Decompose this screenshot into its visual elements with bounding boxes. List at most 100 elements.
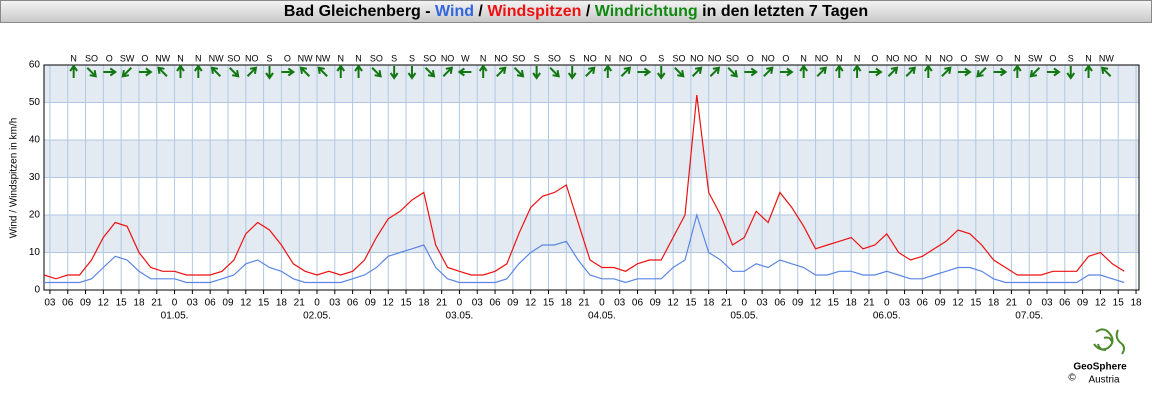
- direction-label: NO: [761, 53, 775, 63]
- arrow-shape: [317, 66, 328, 77]
- direction-label: N: [605, 53, 612, 63]
- direction-arrow: [620, 66, 632, 77]
- direction-label: SO: [726, 53, 739, 63]
- direction-label: S: [409, 53, 415, 63]
- direction-label: N: [70, 53, 77, 63]
- direction-label: SW: [1028, 53, 1043, 63]
- direction-arrow: [389, 66, 399, 80]
- x-tick-label: 06: [205, 298, 217, 309]
- direction-arrow: [442, 66, 454, 77]
- x-tick-label: 09: [1077, 298, 1089, 309]
- x-tick-label: 12: [383, 298, 395, 309]
- direction-label: NO: [886, 53, 900, 63]
- direction-arrow: [691, 66, 703, 77]
- arrow-shape: [532, 66, 541, 80]
- y-axis-label: Wind / Windspitzen in km/h: [9, 118, 20, 239]
- direction-label: N: [1085, 53, 1092, 63]
- series-line: [43, 94, 1125, 280]
- direction-label: N: [925, 53, 932, 63]
- x-tick-label: 15: [828, 298, 840, 309]
- arrow-shape: [691, 66, 703, 77]
- y-tick-label: 40: [29, 135, 41, 146]
- direction-label: NW: [155, 53, 170, 63]
- arrow-shape: [779, 67, 794, 77]
- direction-label: SW: [120, 53, 135, 63]
- direction-label: NO: [904, 53, 918, 63]
- arrow-shape: [69, 64, 78, 78]
- direction-arrow: [656, 66, 666, 80]
- direction-label: N: [1014, 53, 1021, 63]
- direction-label: NO: [441, 53, 455, 63]
- x-tick-label: 12: [98, 298, 110, 309]
- direction-arrow: [1084, 64, 1093, 78]
- arrow-shape: [887, 66, 899, 77]
- x-tick-label: 15: [1113, 298, 1125, 309]
- direction-arrow: [157, 66, 168, 77]
- direction-label: S: [569, 53, 575, 63]
- arrow-shape: [727, 67, 738, 78]
- arrow-shape: [674, 67, 685, 78]
- x-tick-label: 06: [774, 298, 786, 309]
- y-tick-label: 30: [29, 172, 41, 183]
- direction-arrow: [281, 67, 296, 77]
- direction-label: NW: [1099, 53, 1114, 63]
- direction-arrow: [513, 67, 525, 78]
- direction-label: O: [141, 53, 148, 63]
- y-tick-label: 60: [29, 60, 41, 71]
- title-part: Windrichtung: [595, 3, 698, 20]
- x-tick-label: 09: [507, 298, 519, 309]
- direction-arrow: [834, 64, 844, 78]
- date-label: 03.05.: [446, 311, 474, 322]
- direction-arrow: [478, 64, 488, 78]
- direction-arrow: [176, 64, 185, 78]
- x-tick-label: 06: [62, 298, 74, 309]
- direction-arrow: [727, 67, 738, 78]
- direction-arrow: [816, 66, 827, 77]
- x-tick-label: 18: [276, 298, 288, 309]
- direction-label: NO: [583, 53, 597, 63]
- direction-label: N: [355, 53, 362, 63]
- direction-arrow: [1066, 66, 1076, 80]
- direction-arrow: [1013, 64, 1022, 78]
- x-tick-label: 09: [935, 298, 947, 309]
- arrow-shape: [549, 67, 560, 78]
- direction-arrow: [496, 66, 507, 77]
- direction-arrow: [138, 67, 153, 77]
- arrow-shape: [709, 66, 721, 77]
- x-tick-label: 06: [1059, 298, 1071, 309]
- x-tick-label: 18: [418, 298, 430, 309]
- arrow-shape: [228, 67, 240, 78]
- x-tick-label: 15: [685, 298, 697, 309]
- x-tick-label: 09: [792, 298, 804, 309]
- chart-title: Bad Gleichenberg - Wind / Windspitzen / …: [284, 3, 868, 20]
- title-part: in den letzten 7 Tagen: [698, 3, 868, 20]
- x-tick-label: 18: [988, 298, 1000, 309]
- direction-label: O: [782, 53, 789, 63]
- direction-arrow: [1100, 66, 1112, 77]
- direction-label: N: [480, 53, 487, 63]
- x-tick-label: 0: [1026, 298, 1032, 309]
- x-tick-label: 03: [1041, 298, 1053, 309]
- x-tick-label: 0: [884, 298, 890, 309]
- arrow-shape: [424, 67, 436, 78]
- grid-band: [44, 215, 1139, 253]
- date-label: 06.05.: [873, 311, 901, 322]
- arrow-shape: [138, 67, 153, 77]
- direction-arrow: [1029, 67, 1041, 78]
- x-tick-label: 18: [703, 298, 715, 309]
- x-tick-label: 18: [1130, 298, 1142, 309]
- x-tick-label: 21: [579, 298, 591, 309]
- arrow-shape: [620, 66, 632, 77]
- arrow-shape: [176, 64, 185, 78]
- direction-arrow: [69, 64, 78, 78]
- direction-arrow: [121, 67, 133, 78]
- y-tick-label: 0: [34, 285, 40, 296]
- arrow-shape: [1046, 67, 1061, 77]
- x-tick-label: 21: [151, 298, 163, 309]
- direction-label: N: [177, 53, 184, 63]
- series-line: [44, 212, 1125, 284]
- x-tick-label: 03: [329, 298, 341, 309]
- arrow-shape: [1084, 64, 1093, 78]
- arrow-shape: [656, 66, 666, 80]
